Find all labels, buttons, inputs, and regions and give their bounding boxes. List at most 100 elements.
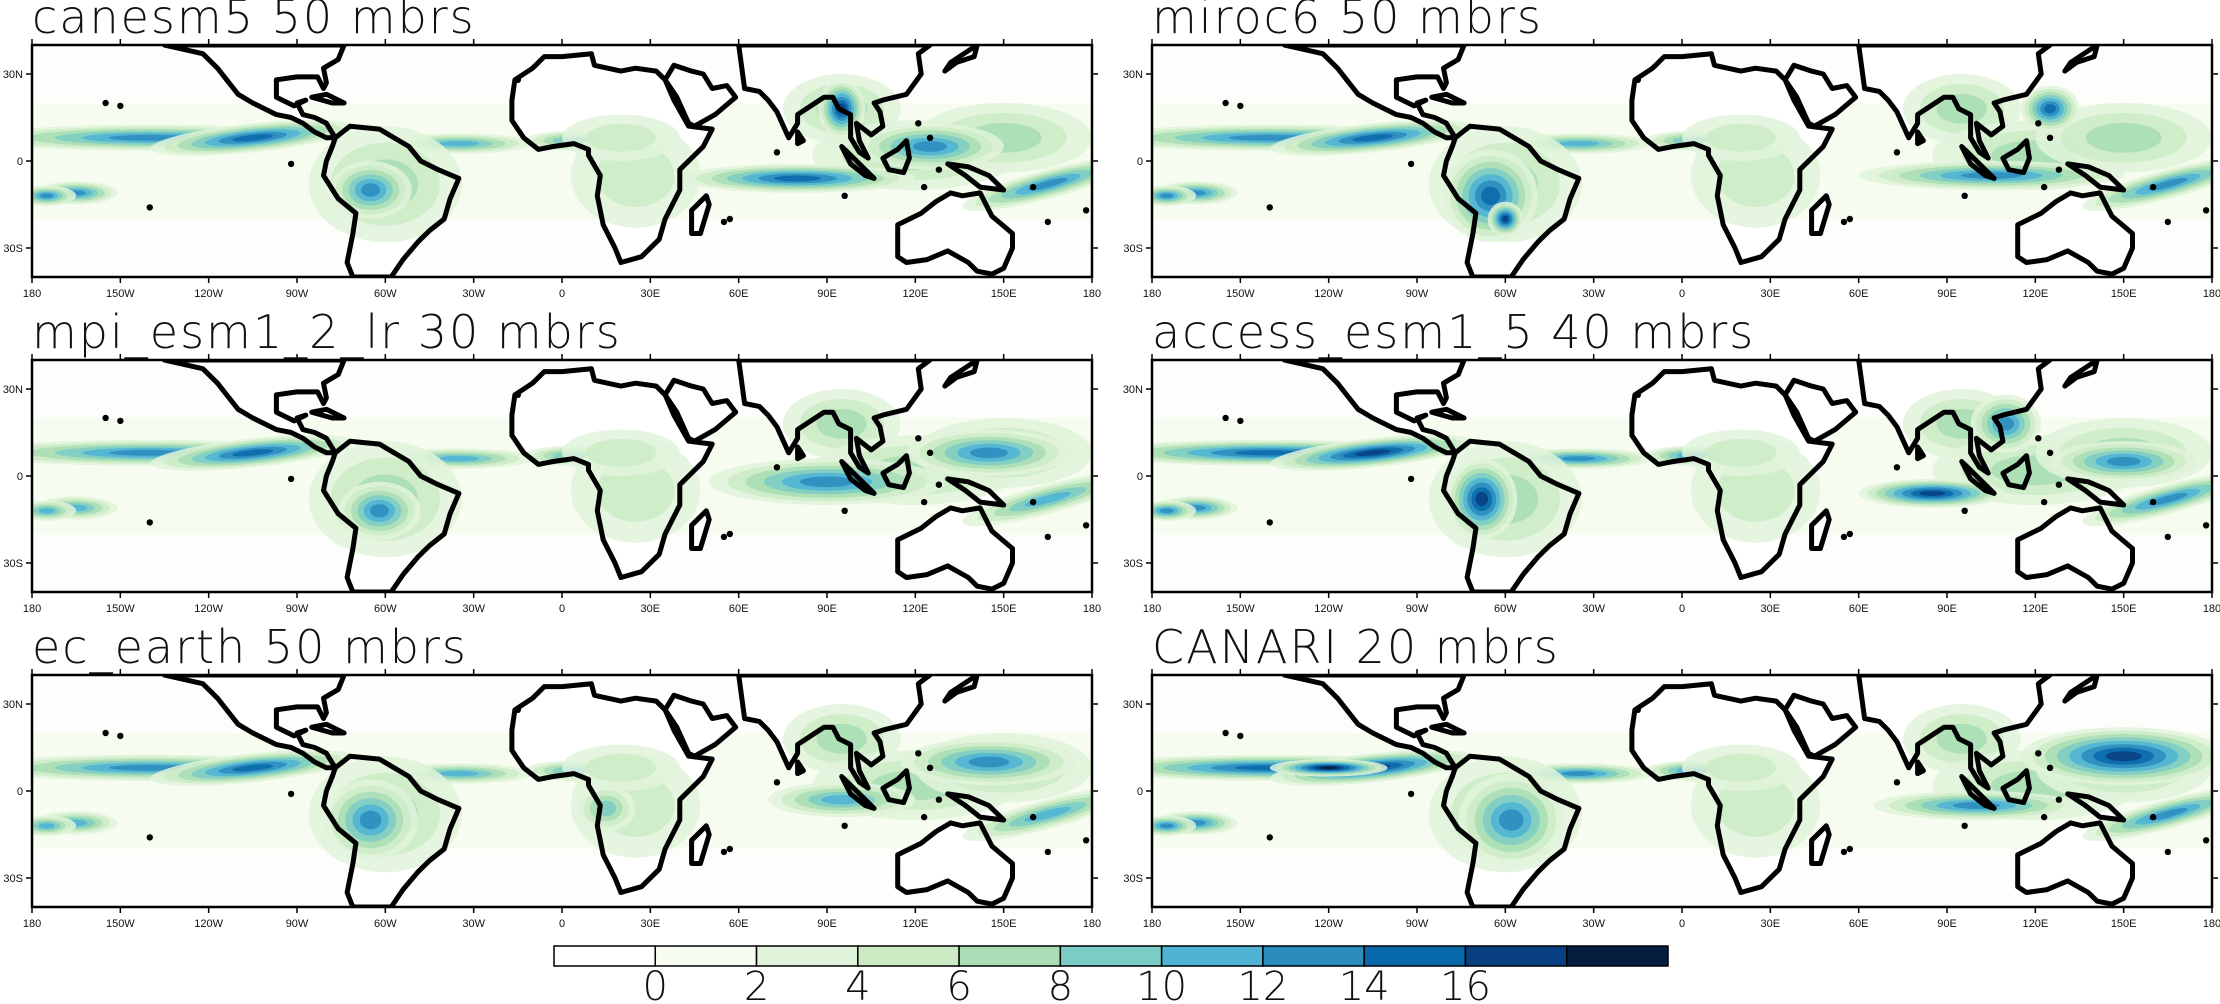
lon-tick-label: 60E — [1849, 918, 1869, 930]
island — [514, 706, 522, 713]
lon-tick-label: 120W — [194, 288, 223, 300]
lat-tick-label: 30S — [1123, 873, 1143, 885]
island — [1840, 533, 1848, 541]
island — [1634, 76, 1642, 83]
coastline-sriLanka — [795, 759, 806, 777]
coastline-australia — [895, 505, 1015, 592]
island — [1840, 218, 1848, 226]
coastline-borneo — [2000, 453, 2032, 491]
island — [287, 790, 295, 798]
lat-tick-label: 30N — [1123, 699, 1143, 711]
island — [1082, 207, 1090, 214]
lon-tick-label: 180 — [2203, 288, 2220, 300]
island — [1266, 204, 1273, 211]
island — [2046, 134, 2054, 141]
lon-tick-label: 150E — [2111, 918, 2137, 930]
island — [2055, 166, 2063, 173]
precip-contour — [1159, 508, 1174, 514]
island — [720, 218, 728, 226]
island — [1044, 848, 1052, 856]
island — [2202, 837, 2210, 844]
coastline-arabia — [662, 377, 739, 444]
island — [102, 414, 109, 422]
land-madagascar — [1811, 825, 1830, 864]
lon-tick-label: 180 — [2203, 603, 2220, 615]
colorbar-swatch — [755, 945, 859, 967]
lon-tick-label: 60W — [1494, 603, 1517, 615]
precip-contour — [1561, 771, 1596, 776]
land-australia — [897, 507, 1013, 590]
coastline-africa — [1629, 51, 1835, 265]
precip-contour — [38, 823, 55, 829]
lon-tick-label: 120E — [2022, 918, 2048, 930]
precip-contour — [1705, 438, 1777, 467]
island — [287, 160, 295, 168]
lat-tick-label: 0 — [1137, 786, 1143, 798]
island — [1407, 160, 1415, 168]
coastline-sriLanka — [1915, 129, 1926, 147]
land-northAmerica — [164, 45, 345, 138]
precip-contour — [2044, 104, 2056, 114]
coastline-northAmerica — [1282, 675, 1467, 771]
coastline-sriLanka — [1915, 444, 1926, 462]
island — [1893, 779, 1901, 786]
coastline-northAmerica — [162, 45, 347, 141]
island — [1082, 522, 1090, 529]
land-australia — [897, 822, 1013, 905]
island — [102, 729, 109, 737]
map-mpi: 180 150W 120W 90W 60W 30W 0 30E 60E 90E 120E 150E 18… — [3, 354, 1101, 615]
island — [146, 204, 153, 211]
island — [2149, 498, 2157, 506]
colorbar-swatch — [958, 945, 1062, 967]
lon-tick-label: 0 — [1679, 918, 1685, 930]
coastline-australia — [2015, 820, 2135, 907]
lon-tick-label: 90W — [1406, 288, 1429, 300]
lon-tick-label: 30W — [1582, 918, 1605, 930]
coastline-newGuinea — [945, 791, 1007, 823]
lat-tick-label: 30N — [1123, 384, 1143, 396]
land-northAmerica — [1284, 360, 1465, 453]
coastline-sumatra — [1959, 144, 1997, 181]
colorbar-label: 0 — [643, 964, 668, 1002]
island — [1407, 475, 1415, 483]
coastline-newGuinea — [2065, 476, 2127, 508]
colorbar-swatch — [654, 945, 758, 967]
colorbar-swatch — [1160, 945, 1264, 967]
precip-contour — [1159, 193, 1174, 199]
island — [1840, 848, 1848, 856]
island — [514, 391, 522, 398]
island — [1961, 822, 1968, 829]
island — [720, 848, 728, 856]
precip-contour — [774, 175, 822, 182]
island — [2046, 449, 2054, 456]
lon-tick-label: 60W — [1494, 288, 1517, 300]
lat-tick-label: 0 — [17, 471, 23, 483]
lon-tick-label: 0 — [559, 288, 565, 300]
lon-tick-label: 150W — [1226, 918, 1255, 930]
island — [146, 834, 153, 841]
precip-contour — [2148, 493, 2188, 506]
island — [915, 120, 922, 127]
colorbar-label: 10 — [1136, 964, 1187, 1002]
lon-tick-label: 90E — [817, 288, 837, 300]
lon-tick-label: 180 — [23, 918, 41, 930]
precip-contour — [1028, 178, 1068, 191]
coastline-japan — [942, 45, 980, 74]
colorbar-label: 12 — [1237, 964, 1288, 1002]
precip-contour — [969, 447, 1008, 459]
lon-tick-label: 90W — [286, 918, 309, 930]
land-australia — [2017, 822, 2133, 905]
coastline-africa — [1629, 681, 1835, 895]
coastline-newGuinea — [945, 476, 1007, 508]
lon-tick-label: 150E — [991, 918, 1017, 930]
precip-contour — [799, 476, 855, 488]
precip-contour — [2148, 808, 2188, 821]
colorbar-label: 16 — [1440, 964, 1491, 1002]
coastline-japan — [942, 675, 980, 704]
island — [1237, 732, 1244, 740]
island — [2046, 764, 2054, 771]
coastline-cuba — [309, 91, 347, 106]
lat-tick-label: 30S — [1123, 243, 1143, 255]
coastline-madagascar — [689, 508, 712, 551]
coastline-madagascar — [1809, 823, 1832, 866]
